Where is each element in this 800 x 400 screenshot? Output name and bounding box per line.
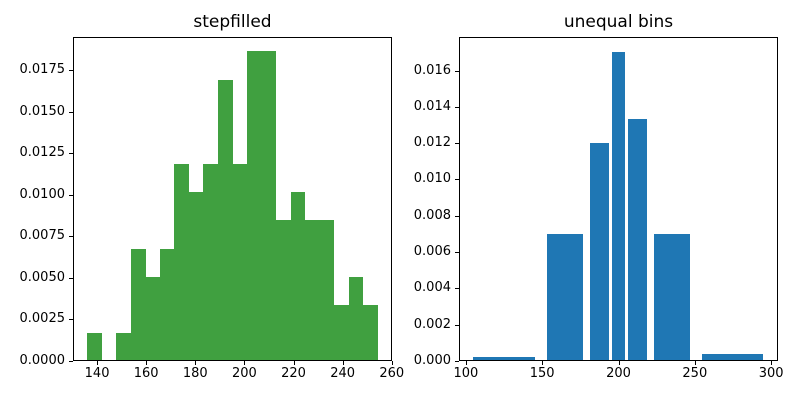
histogram-bar bbox=[702, 353, 764, 361]
x-tick-label: 250 bbox=[682, 366, 708, 381]
y-tick-label: 0.0175 bbox=[19, 62, 66, 78]
y-tick-label: 0.006 bbox=[413, 244, 451, 260]
y-tick-label: 0.014 bbox=[413, 98, 451, 114]
x-tick bbox=[146, 361, 148, 365]
y-tick-label: 0.016 bbox=[413, 62, 451, 78]
histogram-bar bbox=[334, 304, 349, 361]
y-tick bbox=[455, 179, 459, 181]
histogram-bar bbox=[612, 52, 625, 361]
y-tick bbox=[455, 324, 459, 326]
x-tick bbox=[293, 361, 295, 365]
x-tick-label: 260 bbox=[379, 366, 405, 381]
x-tick-label: 220 bbox=[281, 366, 306, 381]
x-tick-label: 200 bbox=[231, 366, 257, 381]
x-tick bbox=[391, 361, 393, 365]
y-tick bbox=[69, 153, 73, 155]
x-tick bbox=[618, 361, 620, 365]
y-tick bbox=[455, 288, 459, 290]
y-tick bbox=[455, 143, 459, 145]
plot-title: unequal bins bbox=[563, 12, 674, 32]
y-tick-label: 0.0150 bbox=[19, 103, 66, 119]
histogram-bar bbox=[628, 119, 647, 361]
x-tick bbox=[195, 361, 197, 365]
histogram-bar bbox=[145, 276, 161, 361]
histogram-bar bbox=[174, 163, 190, 361]
y-tick bbox=[455, 361, 459, 362]
x-tick bbox=[542, 361, 544, 365]
histogram-bar bbox=[261, 51, 277, 361]
x-tick bbox=[97, 361, 99, 365]
y-tick bbox=[69, 70, 73, 72]
y-tick bbox=[455, 215, 459, 217]
histogram-bar bbox=[276, 220, 291, 361]
histogram-bar bbox=[116, 332, 132, 361]
y-tick bbox=[69, 236, 73, 238]
histogram-bar bbox=[130, 248, 146, 361]
x-tick bbox=[342, 361, 344, 365]
y-tick-label: 0.0100 bbox=[19, 186, 66, 202]
histogram-bar bbox=[590, 143, 609, 361]
histogram-bar bbox=[87, 332, 103, 361]
y-tick bbox=[69, 319, 73, 321]
y-tick-label: 0.012 bbox=[413, 135, 451, 151]
histogram-bar bbox=[319, 220, 335, 361]
y-tick bbox=[69, 111, 73, 113]
x-tick-label: 140 bbox=[84, 366, 110, 381]
histogram-bar bbox=[305, 220, 320, 361]
x-tick-label: 240 bbox=[330, 366, 356, 381]
x-tick-label: 150 bbox=[529, 366, 555, 381]
x-tick-label: 180 bbox=[182, 366, 208, 381]
y-tick-label: 0.010 bbox=[413, 171, 451, 187]
histogram-bar bbox=[232, 163, 248, 361]
histogram-bar bbox=[188, 192, 204, 361]
y-tick bbox=[69, 361, 73, 362]
histogram-bar bbox=[159, 248, 175, 361]
y-tick-label: 0.008 bbox=[413, 207, 451, 223]
histogram-bar bbox=[653, 233, 691, 361]
histogram-bar bbox=[363, 304, 378, 361]
y-tick bbox=[455, 252, 459, 254]
histogram-bar bbox=[217, 79, 233, 361]
x-tick-label: 160 bbox=[133, 366, 159, 381]
x-tick-label: 100 bbox=[453, 366, 479, 381]
plot-title: stepfilled bbox=[193, 12, 272, 32]
histogram-bar bbox=[473, 357, 535, 361]
x-tick-label: 200 bbox=[606, 366, 631, 381]
y-tick-label: 0.0000 bbox=[19, 353, 66, 368]
y-tick-label: 0.0050 bbox=[19, 269, 66, 285]
histogram-bar bbox=[290, 192, 306, 361]
y-tick bbox=[455, 106, 459, 108]
y-tick-label: 0.0025 bbox=[19, 311, 66, 327]
y-tick bbox=[69, 277, 73, 279]
histogram-bar bbox=[546, 233, 584, 361]
x-tick-label: 300 bbox=[758, 366, 784, 381]
plot-area: 100 150 200 250 300 0.000 0.002 0.004 0.006 0.008… bbox=[414, 37, 784, 381]
y-tick-label: 0.0125 bbox=[19, 145, 66, 161]
histogram-bar bbox=[203, 163, 219, 361]
x-tick bbox=[465, 361, 467, 365]
histogram-bar bbox=[348, 276, 364, 361]
y-tick-label: 0.0075 bbox=[19, 228, 66, 244]
x-tick bbox=[694, 361, 696, 365]
x-tick bbox=[244, 361, 246, 365]
y-tick bbox=[455, 70, 459, 72]
x-tick bbox=[771, 361, 773, 365]
y-tick bbox=[69, 194, 73, 196]
y-tick-label: 0.004 bbox=[413, 280, 451, 296]
y-tick-label: 0.002 bbox=[413, 316, 451, 332]
histogram-bar bbox=[247, 51, 262, 361]
y-tick-label: 0.000 bbox=[413, 353, 451, 368]
